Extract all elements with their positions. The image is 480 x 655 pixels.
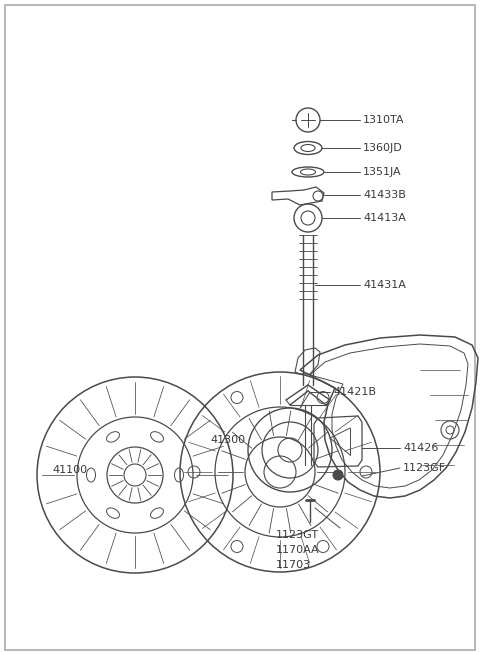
Circle shape <box>333 470 343 480</box>
Text: 11703: 11703 <box>276 560 311 570</box>
Text: 41421B: 41421B <box>333 387 376 397</box>
Text: 1360JD: 1360JD <box>363 143 403 153</box>
Text: 1123GF: 1123GF <box>403 463 446 473</box>
Text: 1123GT: 1123GT <box>276 530 319 540</box>
Text: 1310TA: 1310TA <box>363 115 405 125</box>
Text: 41413A: 41413A <box>363 213 406 223</box>
Text: 41426: 41426 <box>403 443 438 453</box>
Text: 41300: 41300 <box>210 435 245 445</box>
Text: 41431A: 41431A <box>363 280 406 290</box>
Text: 41100: 41100 <box>52 465 87 475</box>
Text: 1351JA: 1351JA <box>363 167 402 177</box>
Text: 41433B: 41433B <box>363 190 406 200</box>
Text: 1170AA: 1170AA <box>276 545 320 555</box>
